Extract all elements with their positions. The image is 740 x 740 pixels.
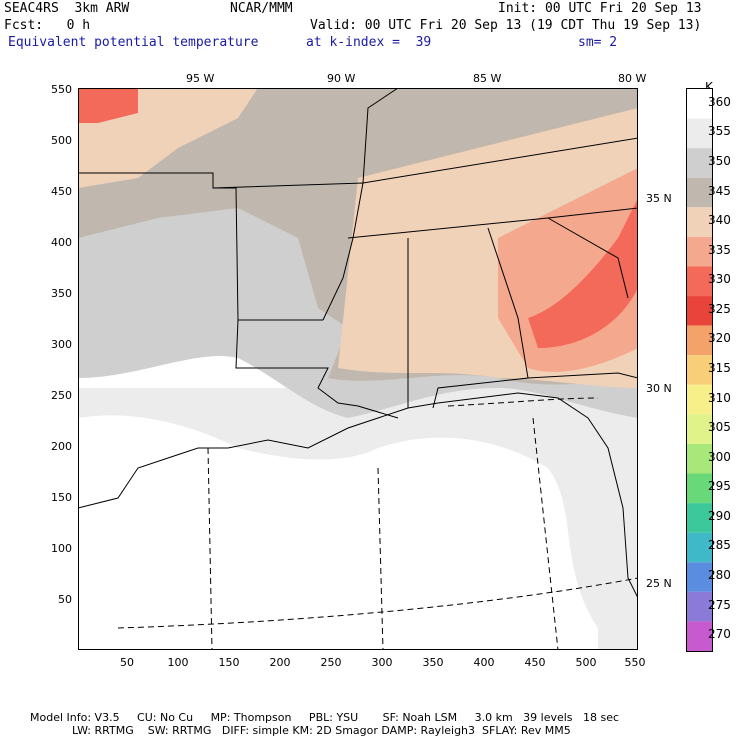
x-tick-label: 200 xyxy=(269,656,291,669)
theta-e-map xyxy=(78,88,638,650)
legend-swatch xyxy=(687,473,712,504)
legend-level-label: 340 xyxy=(708,213,731,228)
legend-level-label: 325 xyxy=(708,301,731,316)
legend-swatch xyxy=(687,148,712,178)
legend-swatch xyxy=(687,207,712,237)
legend-level-label: 310 xyxy=(708,390,731,405)
y-tick-label: 550 xyxy=(51,83,72,96)
legend-swatch xyxy=(687,325,712,356)
legend-level-label: 335 xyxy=(708,242,731,257)
legend-swatch xyxy=(687,177,712,208)
x-tick-label: 50 xyxy=(120,656,134,669)
state-borders xyxy=(78,88,638,419)
x-tick-label: 500 xyxy=(575,656,597,669)
legend-swatch xyxy=(687,355,712,385)
legend-level-label: 285 xyxy=(708,538,731,553)
border-ga-fl xyxy=(527,372,638,379)
lon-label: 85 W xyxy=(473,72,502,85)
legend-level-label: 330 xyxy=(708,272,731,287)
legend-swatch xyxy=(687,266,712,297)
lat-label: 25 N xyxy=(646,577,672,590)
legend-level-label: 320 xyxy=(708,331,731,346)
field-330-region xyxy=(528,198,638,348)
y-tick-label: 300 xyxy=(51,338,72,351)
legend-swatch xyxy=(687,118,712,149)
field-330-region-nw xyxy=(78,88,138,123)
field-level: at k-index = 39 xyxy=(306,35,432,50)
x-tick-label: 100 xyxy=(167,656,189,669)
border-tn-ky xyxy=(362,137,638,184)
legend-swatch xyxy=(687,443,712,474)
legend-swatch xyxy=(687,503,712,533)
legend-swatch xyxy=(687,296,712,326)
grid-line-25n xyxy=(117,577,638,629)
legend-swatch xyxy=(687,621,712,651)
legend-unit: K xyxy=(705,80,713,94)
x-tick-label: 250 xyxy=(320,656,342,669)
lon-label: 95 W xyxy=(186,72,215,85)
x-tick-label: 300 xyxy=(371,656,393,669)
legend-level-label: 290 xyxy=(708,508,731,523)
legend-swatch xyxy=(687,384,712,415)
coastline xyxy=(78,392,638,599)
header-institution: NCAR/MMM xyxy=(230,1,293,16)
footer-model-info: Model Info: V3.5 CU: No Cu MP: Thompson … xyxy=(30,711,620,724)
lon-label: 80 W xyxy=(618,72,647,85)
legend-level-label: 295 xyxy=(708,479,731,494)
legend-swatch xyxy=(687,562,712,592)
legend-level-label: 270 xyxy=(708,627,731,642)
legend-swatch xyxy=(687,532,712,563)
grid-line-85w xyxy=(532,417,559,650)
lat-label: 35 N xyxy=(646,192,672,205)
y-tick-label: 450 xyxy=(51,185,72,198)
x-tick-label: 350 xyxy=(422,656,444,669)
y-tick-label: 150 xyxy=(51,491,72,504)
map-frame xyxy=(78,88,638,650)
field-title: Equivalent potential temperature xyxy=(8,35,259,50)
y-tick-label: 50 xyxy=(58,593,72,606)
grid-line-95w xyxy=(207,447,213,650)
footer-physics-info: LW: RRTMG SW: RRTMG DIFF: simple KM: 2D … xyxy=(30,724,571,737)
field-smoothing: sm= 2 xyxy=(578,35,618,50)
border-la xyxy=(235,319,399,419)
y-tick-label: 500 xyxy=(51,134,72,147)
color-bar xyxy=(686,88,713,652)
y-tick-label: 350 xyxy=(51,287,72,300)
y-tick-label: 200 xyxy=(51,440,72,453)
x-tick-label: 450 xyxy=(524,656,546,669)
legend-swatch xyxy=(687,89,712,119)
legend-swatch xyxy=(687,414,712,444)
border-mo xyxy=(362,88,399,184)
grid-line-30n xyxy=(447,397,599,407)
legend-level-label: 355 xyxy=(708,124,731,139)
x-tick-label: 150 xyxy=(218,656,240,669)
header-forecast-hour: Fcst: 0 h xyxy=(4,18,91,33)
lon-label: 90 W xyxy=(327,72,356,85)
lat-label: 30 N xyxy=(646,382,672,395)
legend-level-label: 350 xyxy=(708,153,731,168)
field-360-region xyxy=(78,415,598,650)
legend-level-label: 305 xyxy=(708,420,731,435)
y-tick-label: 100 xyxy=(51,542,72,555)
y-tick-label: 250 xyxy=(51,389,72,402)
legend-level-label: 315 xyxy=(708,361,731,375)
legend-level-label: 345 xyxy=(708,183,731,198)
lat-lon-grid xyxy=(117,397,638,650)
x-tick-label: 550 xyxy=(624,656,646,669)
border-ga-sc xyxy=(547,217,629,299)
x-tick-label: 400 xyxy=(473,656,495,669)
header-valid-time: Valid: 00 UTC Fri 20 Sep 13 (19 CDT Thu … xyxy=(310,18,702,33)
legend-level-label: 275 xyxy=(708,597,731,612)
header-init-time: Init: 00 UTC Fri 20 Sep 13 xyxy=(498,1,702,16)
y-tick-label: 400 xyxy=(51,236,72,249)
legend-swatch xyxy=(687,591,712,622)
header-model-name: SEAC4RS 3km ARW xyxy=(4,1,130,16)
grid-line-90w xyxy=(377,467,384,650)
legend-level-label: 360 xyxy=(708,94,731,109)
legend-level-label: 300 xyxy=(708,449,731,464)
legend-swatch xyxy=(687,236,712,267)
legend-level-label: 280 xyxy=(708,568,731,583)
